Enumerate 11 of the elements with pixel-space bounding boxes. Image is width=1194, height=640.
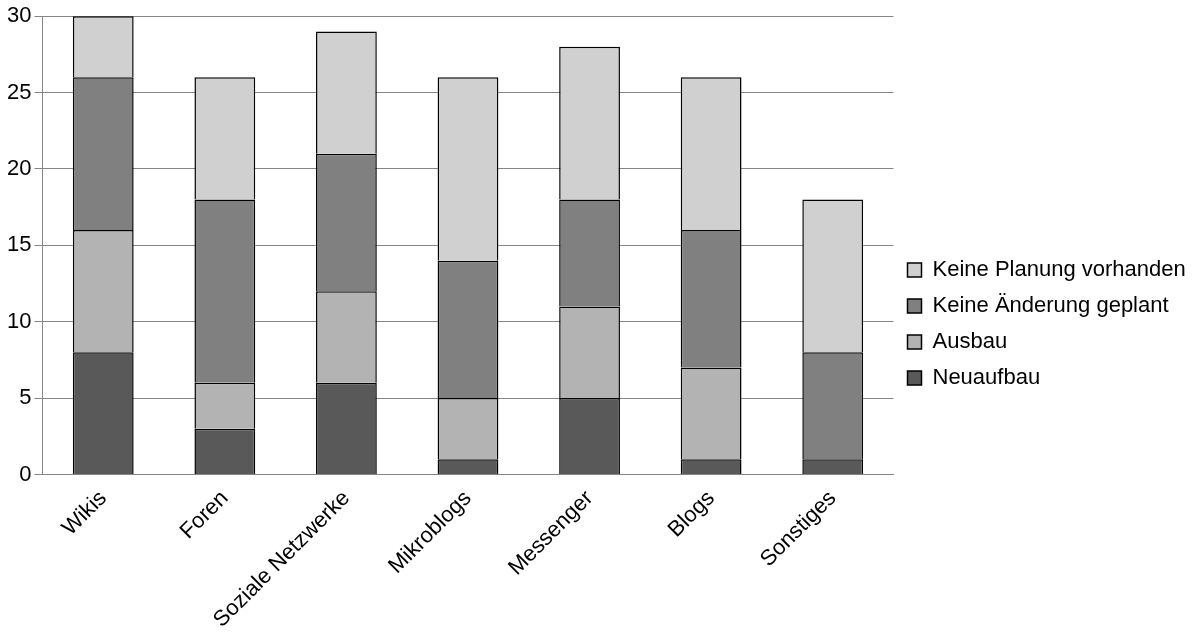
- legend-label: Neuaufbau: [932, 364, 1041, 390]
- legend-label: Keine Planung vorhanden: [932, 256, 1186, 282]
- y-tick-label: 0: [19, 460, 32, 486]
- y-tick-label: 30: [6, 2, 32, 28]
- y-tick-label: 15: [6, 231, 32, 257]
- legend-label: Ausbau: [932, 328, 1008, 354]
- y-tick-label: 10: [6, 307, 32, 333]
- y-tick-label: 5: [19, 384, 32, 410]
- y-tick-label: 20: [6, 155, 32, 181]
- legend-label: Keine Änderung geplant: [932, 292, 1169, 318]
- y-tick-label: 25: [6, 78, 32, 104]
